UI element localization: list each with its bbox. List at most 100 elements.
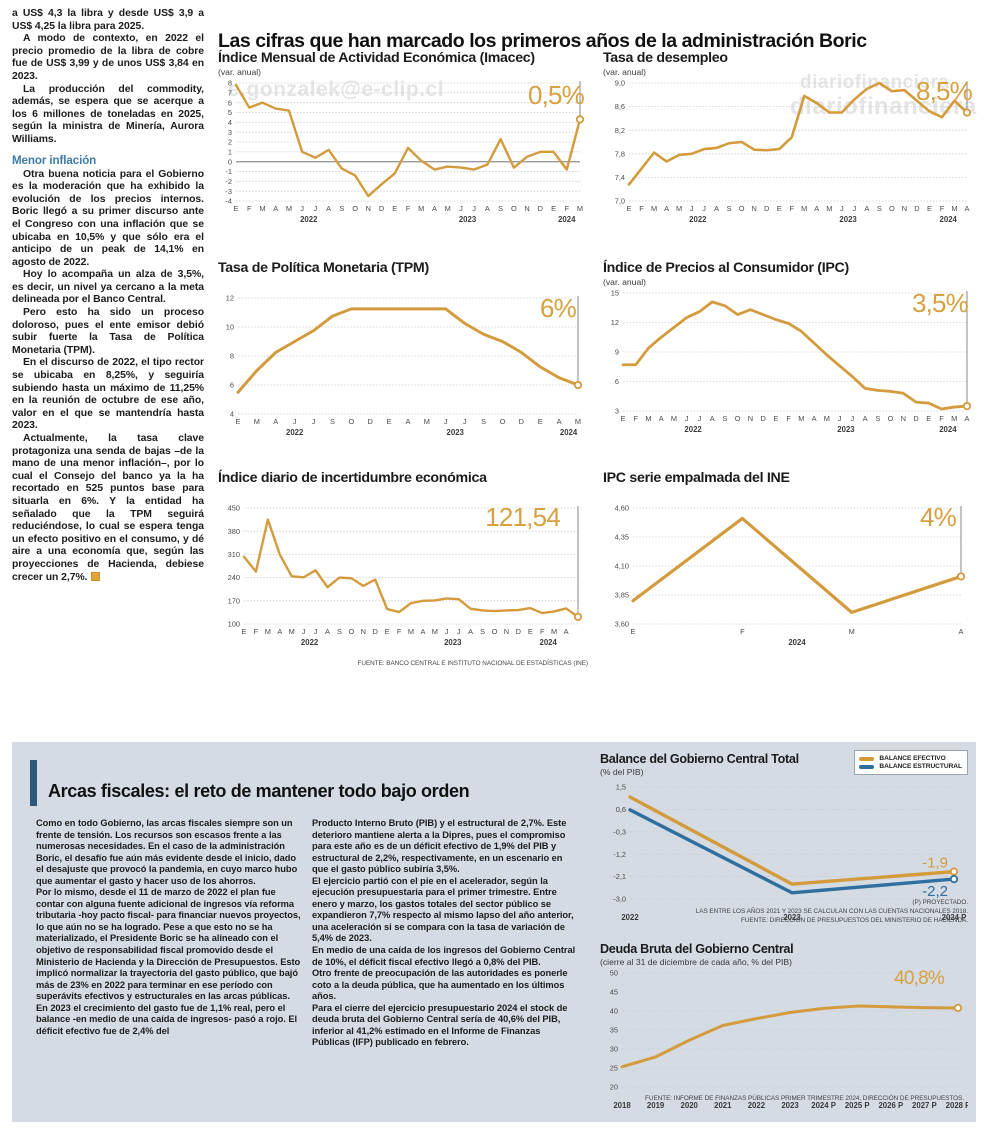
svg-text:J: J [457,627,461,636]
svg-text:2024 P: 2024 P [811,1101,836,1109]
svg-text:F: F [633,414,638,423]
svg-text:M: M [551,627,557,636]
svg-text:M: M [951,414,957,423]
svg-text:2024 P: 2024 P [942,913,967,921]
svg-text:3,85: 3,85 [615,591,629,600]
svg-text:E: E [385,627,390,636]
chart-title: Tasa de Política Monetaria (TPM) [218,260,429,276]
fiscal-paragraph: En 2023 el crecimiento del gasto fue de … [36,1002,298,1036]
chart-subtitle: (var. anual) [218,67,261,77]
legend-swatch-estructural [859,764,875,769]
svg-text:E: E [236,417,241,426]
svg-text:E: E [528,627,533,636]
svg-text:7,8: 7,8 [615,149,625,158]
svg-text:4: 4 [228,118,232,127]
chart-plot-area: 3 6 9 12 15 E F M A M J J A S O N D E F M A M J J A S O N D E F M A 2022 2… [603,287,978,437]
svg-text:35: 35 [610,1026,618,1035]
svg-text:N: N [524,204,529,213]
svg-text:2023: 2023 [447,428,465,437]
svg-text:E: E [538,417,543,426]
svg-text:O: O [889,204,895,213]
svg-text:2025 P: 2025 P [845,1101,870,1109]
svg-text:10: 10 [226,323,234,332]
chart-note: LAS ENTRE LOS AÑOS 2021 Y 2023 SE CALCUL… [695,908,968,915]
svg-text:O: O [492,627,498,636]
svg-text:7,0: 7,0 [615,197,625,206]
svg-text:45: 45 [610,988,618,997]
svg-text:30: 30 [610,1045,618,1054]
svg-text:D: D [538,204,543,213]
svg-text:4,35: 4,35 [615,533,629,542]
chart-source-note: FUENTE: INFORME DE FINANZAS PÚBLICAS PRI… [645,1095,964,1102]
svg-text:O: O [500,417,506,426]
svg-text:0,6: 0,6 [616,805,626,814]
svg-text:-1,9: -1,9 [922,855,948,872]
chart-plot-area: 7,0 7,4 7,8 8,2 8,6 9,0 E F M A M J J A S O N D E F M A M J J A S O… [603,77,978,227]
svg-text:A: A [664,204,669,213]
svg-text:2022: 2022 [748,1101,766,1109]
svg-text:4,10: 4,10 [615,562,629,571]
svg-text:E: E [242,627,247,636]
svg-text:A: A [863,414,868,423]
legend-item: BALANCE EFECTIVO [859,755,962,762]
svg-text:E: E [631,627,636,636]
svg-text:15: 15 [611,289,619,298]
svg-text:J: J [838,414,842,423]
chart-source-note: FUENTE: BANCO CENTRAL E INSTITUTO NACION… [357,660,589,667]
svg-text:F: F [247,204,252,213]
chart-ipc-empalmada: IPC serie empalmada del INE 3,60 3,85 4,10… [603,470,978,650]
svg-text:M: M [951,204,957,213]
chart-desempleo: Tasa de desempleo (var. anual) 7,0 7,4 7,8… [603,50,978,227]
svg-text:25: 25 [610,1064,618,1073]
svg-text:D: D [914,204,919,213]
svg-text:N: N [901,414,906,423]
svg-text:J: J [472,204,476,213]
chart-note: (P) PROYECTADO. [912,899,968,906]
svg-text:O: O [888,414,894,423]
svg-text:7: 7 [228,88,232,97]
svg-text:N: N [748,414,753,423]
article-paragraph: La producción del commodity, además, se … [12,83,204,145]
chart-value-callout: 0,5% [527,80,585,110]
svg-text:S: S [337,627,342,636]
svg-text:8,6: 8,6 [615,102,625,111]
fiscal-paragraph: Por lo mismo, desde el 11 de marzo de 20… [36,887,301,1002]
svg-text:M: M [575,417,581,426]
svg-text:O: O [511,204,517,213]
svg-text:2022: 2022 [301,638,319,647]
svg-text:2022: 2022 [684,425,702,434]
svg-text:2: 2 [228,138,232,147]
svg-text:M: M [259,204,265,213]
svg-text:2023: 2023 [839,215,857,224]
svg-text:J: J [702,204,706,213]
svg-text:A: A [814,204,819,213]
svg-text:E: E [392,204,397,213]
chart-title: Índice Mensual de Actividad Económica (I… [218,50,535,66]
article-paragraph: Hoy lo acompaña un alza de 3,5%, es deci… [12,269,204,306]
svg-text:6: 6 [228,98,232,107]
svg-text:D: D [764,204,769,213]
svg-text:M: M [286,204,292,213]
chart-plot-area: 3,60 3,85 4,10 4,35 4,60 E F M A 2024 [603,502,978,650]
svg-text:2022: 2022 [286,428,304,437]
svg-text:-2,1: -2,1 [613,872,626,881]
fiscal-panel: Arcas fiscales: el reto de mantener todo… [12,742,976,1122]
svg-text:2022: 2022 [300,215,318,224]
svg-text:50: 50 [610,969,618,978]
svg-text:M: M [645,414,651,423]
svg-text:N: N [361,627,366,636]
svg-text:E: E [777,204,782,213]
svg-text:2024: 2024 [940,215,958,224]
svg-text:6: 6 [615,377,619,386]
svg-text:S: S [330,417,335,426]
svg-text:F: F [565,204,570,213]
svg-text:F: F [254,627,259,636]
svg-text:2020: 2020 [681,1101,699,1109]
chart-title: Índice de Precios al Consumidor (IPC) [603,260,849,276]
svg-text:2024: 2024 [558,215,576,224]
svg-text:E: E [234,204,239,213]
svg-text:D: D [379,204,384,213]
svg-text:M: M [826,204,832,213]
svg-text:1: 1 [228,147,232,156]
svg-text:E: E [773,414,778,423]
